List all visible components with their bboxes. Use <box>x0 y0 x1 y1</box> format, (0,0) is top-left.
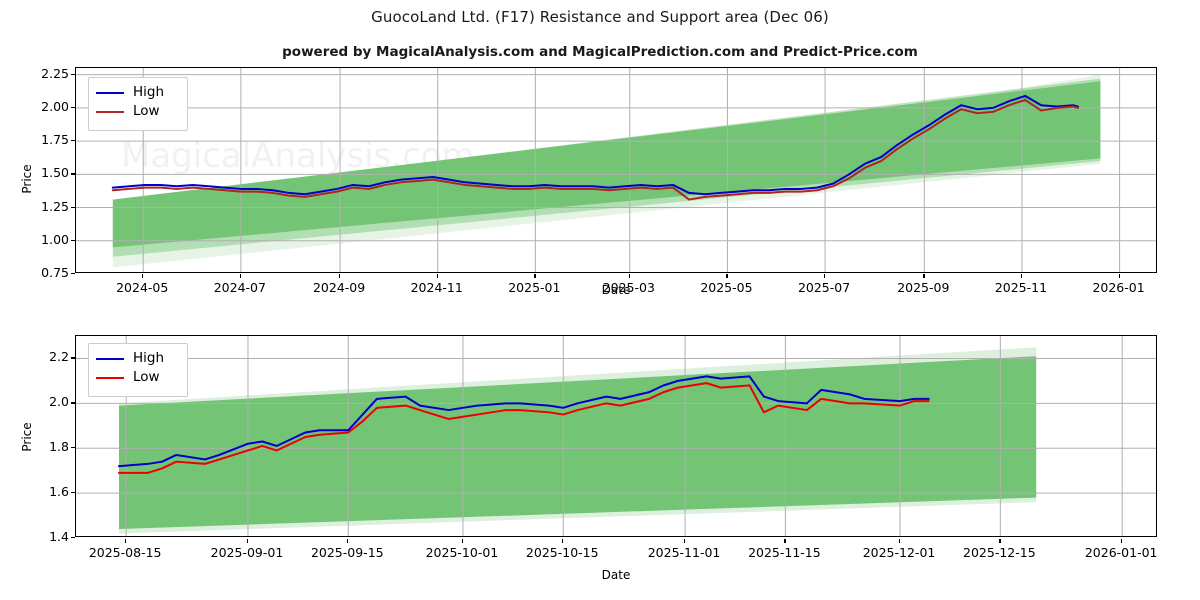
top-x-axis-label: Date <box>601 283 631 297</box>
x-tick-label: 2025-11-01 <box>647 545 721 560</box>
y-tick-mark <box>71 140 75 142</box>
x-tick-label: 2025-09-01 <box>210 545 284 560</box>
x-tick-label: 2024-11 <box>410 280 463 295</box>
x-tick-label: 2025-11 <box>994 280 1048 295</box>
x-tick-label: 2025-01 <box>508 280 561 295</box>
x-tick-mark <box>628 274 630 278</box>
y-tick-mark <box>71 206 75 208</box>
y-tick-label: 2.2 <box>49 349 69 365</box>
x-tick-label: 2025-07 <box>797 280 851 295</box>
x-tick-label: 2025-09 <box>897 280 950 295</box>
x-tick-mark <box>1118 274 1120 278</box>
low-line-swatch <box>96 376 124 379</box>
x-tick-mark <box>562 539 564 543</box>
x-tick-mark <box>534 274 536 278</box>
legend-label-high: High <box>133 83 165 100</box>
y-tick-label: 1.00 <box>41 231 69 247</box>
x-tick-mark <box>436 274 438 278</box>
y-tick-label: 2.00 <box>41 98 69 114</box>
y-tick-mark <box>71 447 75 449</box>
y-tick-mark <box>71 106 75 109</box>
x-tick-label: 2025-08-15 <box>88 545 162 560</box>
x-tick-label: 2025-11-15 <box>748 545 821 560</box>
x-tick-mark <box>999 539 1001 543</box>
legend-label-low: Low <box>133 368 160 385</box>
bottom-plot-area: MagicalAnalysis.com MagicalPrediction.co… <box>75 335 1157 537</box>
x-tick-mark <box>347 539 349 543</box>
y-tick-label: 1.25 <box>41 198 69 214</box>
band-core <box>112 81 1101 248</box>
x-tick-mark <box>1121 539 1123 543</box>
bottom-chart-svg <box>76 336 1156 536</box>
y-tick-mark <box>71 357 75 359</box>
top-legend: High Low <box>88 77 188 131</box>
bottom-y-axis-label: Price <box>20 422 34 452</box>
x-tick-label: 2024-05 <box>116 280 169 295</box>
low-line-swatch <box>96 110 124 113</box>
x-tick-mark <box>1020 274 1023 278</box>
y-tick-label: 2.25 <box>41 65 69 81</box>
x-tick-label: 2025-03 <box>602 280 655 295</box>
x-tick-label: 2025-05 <box>700 280 753 295</box>
series-line-high <box>117 375 930 468</box>
legend-label-low: Low <box>133 102 160 119</box>
x-tick-label: 2024-07 <box>213 280 266 295</box>
x-tick-label: 2026-01-01 <box>1084 545 1158 560</box>
top-chart-panel: Price 0.75 1.00 1.25 1.50 1.75 2.00 2.25 2024-… <box>0 60 1200 310</box>
x-tick-label: 2025-10-15 <box>525 545 599 560</box>
high-line-swatch <box>96 357 124 360</box>
y-tick-mark <box>71 273 75 275</box>
x-tick-label: 2025-12-01 <box>862 545 936 560</box>
bottom-x-axis-label: Date <box>601 568 631 582</box>
series-line-high <box>111 94 1079 196</box>
page-title: GuocoLand Ltd. (F17) Resistance and Supp… <box>371 8 829 26</box>
y-tick-mark <box>71 492 75 494</box>
high-line-swatch <box>96 91 124 94</box>
x-tick-mark <box>824 274 826 278</box>
y-tick-label: 1.4 <box>49 529 69 544</box>
x-tick-mark <box>684 539 686 543</box>
y-tick-label: 0.75 <box>41 265 69 280</box>
x-tick-mark <box>246 539 249 543</box>
legend-label-high: High <box>133 349 165 366</box>
legend-row-low: Low <box>96 102 178 121</box>
legend-row-high: High <box>96 83 178 102</box>
series-line-low <box>111 98 1079 201</box>
x-tick-mark <box>239 274 242 278</box>
y-tick-label: 1.50 <box>41 165 69 181</box>
legend-row-low: Low <box>96 368 178 387</box>
x-tick-mark <box>899 539 901 543</box>
x-tick-label: 2025-10-01 <box>425 545 499 560</box>
x-tick-label: 2025-09-15 <box>310 545 384 560</box>
x-tick-mark <box>726 274 728 278</box>
series-line-low <box>117 382 930 474</box>
y-tick-mark <box>71 173 75 175</box>
bottom-legend: High Low <box>88 343 188 397</box>
y-tick-mark <box>71 402 75 404</box>
y-tick-mark <box>71 73 75 75</box>
y-tick-label: 1.6 <box>49 484 69 500</box>
x-tick-mark <box>923 274 925 278</box>
x-tick-label: 2025-12-15 <box>963 545 1036 560</box>
x-tick-mark <box>142 274 144 278</box>
bottom-chart-panel: Price 1.4 1.6 1.8 2.0 2.2 2025-08-15 2025-09-… <box>0 330 1200 600</box>
y-tick-mark <box>71 239 75 241</box>
top-chart-svg <box>76 68 1156 272</box>
x-tick-mark <box>339 274 341 278</box>
page-subtitle: powered by MagicalAnalysis.com and Magic… <box>282 44 918 60</box>
x-tick-mark <box>125 539 127 543</box>
y-tick-label: 1.75 <box>41 132 69 148</box>
y-tick-label: 2.0 <box>49 394 69 410</box>
top-plot-area: MagicalAnalysis.com MagicalPrediction.co… <box>75 67 1157 273</box>
x-tick-mark <box>461 539 464 543</box>
y-tick-mark <box>71 537 75 539</box>
x-tick-mark <box>784 539 786 543</box>
x-tick-label: 2026-01 <box>1092 280 1145 295</box>
y-tick-label: 1.8 <box>49 439 69 455</box>
x-tick-label: 2024-09 <box>312 280 366 295</box>
legend-row-high: High <box>96 349 178 368</box>
